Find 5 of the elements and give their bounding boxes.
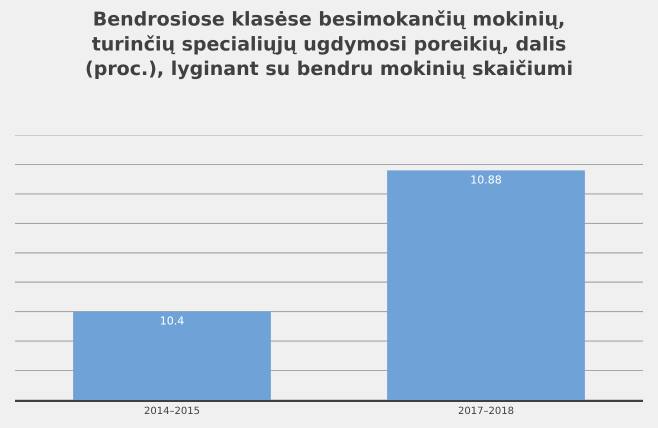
x-tick-label: 2017–2018 xyxy=(458,406,514,417)
chart-title: Bendrosiose klasėse besimokančių mokinių, turinčių specialiųjų ugdymosi poreikių, dalis (proc.), lyginant su bendru mokinių skaičiumi xyxy=(85,8,573,80)
data-label: 10.88 xyxy=(470,173,502,186)
x-tick-label: 2014–2015 xyxy=(144,406,200,417)
data-label: 10.4 xyxy=(160,314,184,328)
